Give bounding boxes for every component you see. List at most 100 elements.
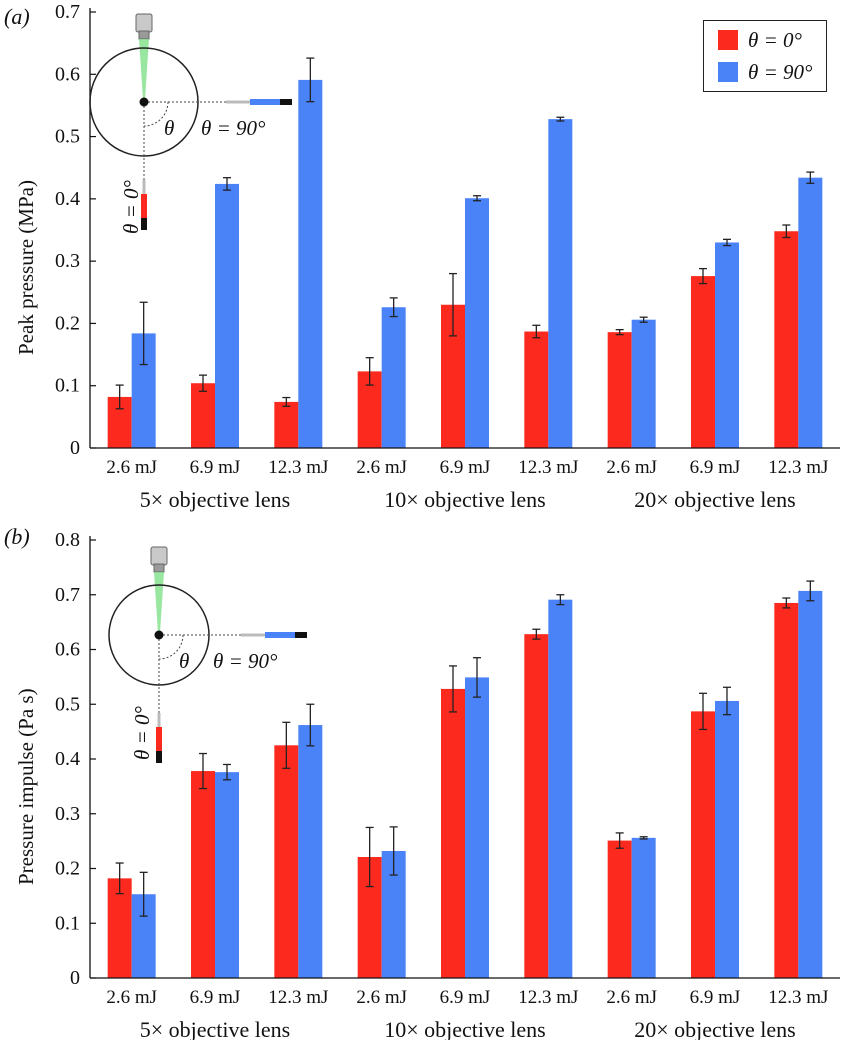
objective-lens-icon bbox=[135, 13, 153, 33]
y-tick-label: 0.5 bbox=[55, 693, 80, 715]
objective-lens-tip-icon bbox=[138, 30, 150, 40]
bar-theta0 bbox=[191, 771, 215, 978]
bar-theta90 bbox=[798, 590, 823, 978]
bar-theta90 bbox=[798, 177, 823, 448]
y-tick-label: 0 bbox=[70, 967, 80, 989]
group-label: 10× objective lens bbox=[384, 487, 545, 512]
legend-label-theta90: θ = 90° bbox=[748, 59, 813, 84]
bar-theta0 bbox=[274, 401, 299, 448]
bar-theta0 bbox=[441, 688, 465, 978]
theta-90-label: θ = 90° bbox=[213, 649, 278, 673]
x-tick-label: 12.3 mJ bbox=[518, 457, 578, 478]
theta-symbol: θ bbox=[179, 649, 189, 673]
bar-chart-a: 0 0.1 0.2 0.3 0.4 0.5 0.6 0.7 2.6 mJ 6.9 mJ 12.3 m… bbox=[55, 1, 840, 512]
bar-theta90 bbox=[381, 307, 406, 448]
bar-theta90 bbox=[631, 837, 656, 978]
hydrophone-0-cable-icon bbox=[156, 751, 162, 763]
bubble-icon bbox=[139, 97, 149, 107]
y-tick-label: 0.7 bbox=[55, 1, 80, 23]
legend-swatch-theta90 bbox=[718, 62, 738, 82]
x-tick-label: 2.6 mJ bbox=[106, 457, 157, 478]
y-tick-label: 0.6 bbox=[55, 63, 80, 85]
bar-theta0 bbox=[524, 331, 549, 448]
x-tick-label: 2.6 mJ bbox=[606, 457, 657, 478]
y-tick-label: 0.6 bbox=[55, 639, 80, 661]
hydrophone-0-stem bbox=[157, 713, 161, 727]
bar-theta0 bbox=[691, 276, 715, 448]
x-tick-label: 12.3 mJ bbox=[268, 457, 328, 478]
y-tick-label: 0.3 bbox=[55, 803, 80, 825]
x-tick-label: 12.3 mJ bbox=[768, 987, 828, 1008]
y-tick-label: 0.5 bbox=[55, 126, 80, 148]
bar-theta0 bbox=[107, 396, 132, 448]
chart-panel-a: 0 0.1 0.2 0.3 0.4 0.5 0.6 0.7 2.6 mJ 6.9 mJ 12.3 m… bbox=[4, 1, 840, 512]
legend: θ = 0° θ = 90° bbox=[703, 20, 827, 92]
hydrophone-90-stem bbox=[226, 100, 250, 104]
hydrophone-0-cable-icon bbox=[141, 218, 147, 230]
legend-label-theta0: θ = 0° bbox=[748, 27, 802, 52]
x-tick-label: 12.3 mJ bbox=[518, 987, 578, 1008]
group-label: 5× objective lens bbox=[140, 487, 290, 512]
legend-swatch-theta0 bbox=[718, 30, 738, 50]
bar-theta90 bbox=[465, 677, 489, 978]
bar-theta0 bbox=[774, 231, 799, 448]
bar-theta90 bbox=[715, 700, 739, 978]
y-tick-label: 0.7 bbox=[55, 584, 80, 606]
x-tick-label: 6.9 mJ bbox=[690, 457, 741, 478]
y-tick-label: 0.1 bbox=[55, 375, 80, 397]
angle-arc bbox=[143, 101, 169, 127]
theta-0-label: θ = 0° bbox=[119, 180, 143, 234]
bar-theta0 bbox=[191, 383, 215, 448]
y-tick-label: 0 bbox=[70, 437, 80, 459]
bar-theta0 bbox=[607, 332, 632, 448]
y-tick-label: 0.4 bbox=[55, 748, 80, 770]
y-tick-label: 0.8 bbox=[55, 529, 80, 551]
panel-label-a: (a) bbox=[4, 4, 30, 29]
bar-theta90 bbox=[548, 119, 573, 448]
bar-theta0 bbox=[107, 878, 132, 978]
y-tick-label: 0.2 bbox=[55, 312, 80, 334]
x-tick-label: 6.9 mJ bbox=[440, 987, 491, 1008]
bar-theta0 bbox=[274, 745, 299, 978]
x-tick-label: 2.6 mJ bbox=[356, 987, 407, 1008]
x-tick-label: 2.6 mJ bbox=[106, 987, 157, 1008]
setup-schematic-inset: θ θ = 90° θ = 0° bbox=[89, 13, 292, 234]
hydrophone-0-stem bbox=[142, 180, 146, 194]
chart-panel-b: 0 0.1 0.2 0.3 0.4 0.5 0.6 0.7 0.8 2.6 mJ 6.9 mJ 12.… bbox=[0, 520, 850, 1040]
y-tick-label: 0.4 bbox=[55, 188, 80, 210]
group-label: 20× objective lens bbox=[634, 1017, 795, 1040]
y-tick-label: 0.2 bbox=[55, 858, 80, 880]
theta-0-label: θ = 0° bbox=[130, 706, 154, 760]
x-tick-label: 6.9 mJ bbox=[190, 987, 241, 1008]
y-tick-label: 0.1 bbox=[55, 912, 80, 934]
x-tick-label: 12.3 mJ bbox=[268, 987, 328, 1008]
bar-theta0 bbox=[774, 602, 799, 978]
x-tick-label: 6.9 mJ bbox=[190, 457, 241, 478]
bar-theta90 bbox=[548, 599, 573, 978]
group-label: 10× objective lens bbox=[384, 1017, 545, 1040]
bar-theta90 bbox=[215, 772, 239, 978]
bar-chart-b: 0 0.1 0.2 0.3 0.4 0.5 0.6 0.7 0.8 2.6 mJ 6.9 mJ 12.… bbox=[55, 529, 840, 1040]
bar-theta90 bbox=[298, 725, 323, 978]
legend-item-theta90: θ = 90° bbox=[718, 59, 812, 85]
setup-schematic-inset: θ θ = 90° θ = 0° bbox=[108, 546, 307, 763]
theta-90-label: θ = 90° bbox=[201, 116, 266, 140]
x-tick-label: 12.3 mJ bbox=[768, 457, 828, 478]
y-axis-label-a: Peak pressure (MPa) bbox=[14, 180, 38, 355]
bar-theta90 bbox=[215, 183, 239, 448]
x-tick-label: 6.9 mJ bbox=[690, 987, 741, 1008]
hydrophone-0-icon bbox=[156, 727, 162, 751]
laser-beam-icon bbox=[154, 572, 164, 633]
y-tick-label: 0.3 bbox=[55, 250, 80, 272]
panel-label-b: (b) bbox=[4, 524, 30, 549]
x-tick-label: 2.6 mJ bbox=[356, 457, 407, 478]
y-axis-label-b: Pressure impulse (Pa s) bbox=[14, 688, 38, 885]
hydrophone-90-icon bbox=[250, 99, 280, 105]
hydrophone-90-stem bbox=[241, 633, 265, 637]
angle-arc bbox=[158, 634, 184, 660]
bar-theta90 bbox=[298, 79, 323, 449]
hydrophone-90-cable-icon bbox=[280, 99, 292, 105]
group-label: 5× objective lens bbox=[140, 1017, 290, 1040]
hydrophone-90-icon bbox=[265, 632, 295, 638]
hydrophone-90-cable-icon bbox=[295, 632, 307, 638]
